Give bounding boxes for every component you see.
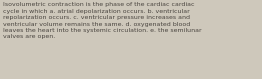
Text: Isovolumetric contraction is the phase of the cardiac cardiac
cycle in which a. : Isovolumetric contraction is the phase o…: [3, 2, 202, 39]
